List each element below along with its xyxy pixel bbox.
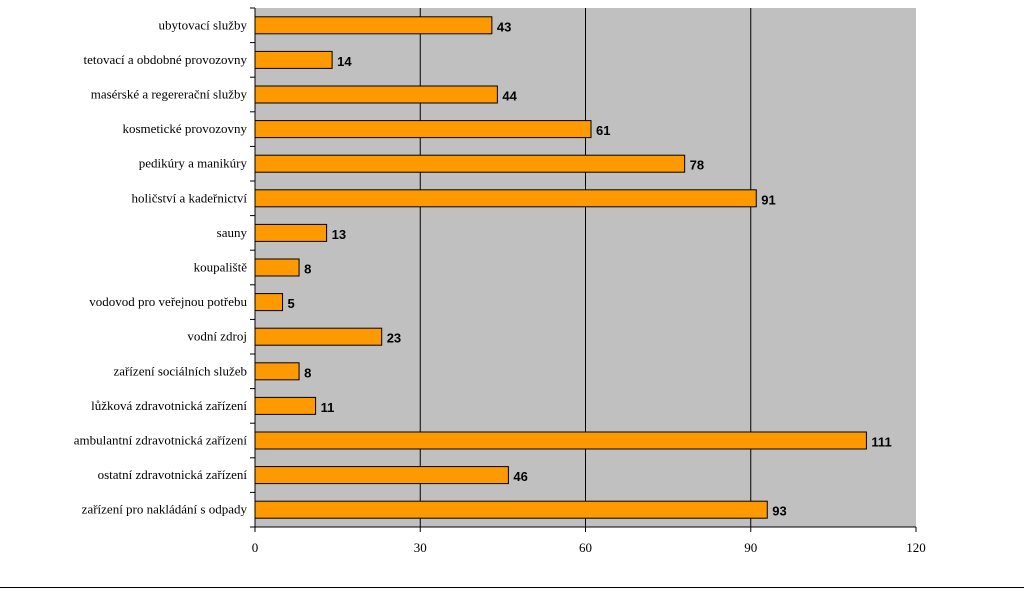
bar [254, 431, 867, 450]
x-tick-label: 60 [579, 540, 592, 555]
x-tick-label: 0 [252, 540, 259, 555]
category-label: tetovací a obdobné provozovny [83, 52, 247, 67]
bar [254, 327, 383, 346]
value-label: 8 [304, 262, 311, 277]
bar [254, 258, 300, 277]
category-label: vodní zdroj [187, 329, 247, 344]
category-label: kosmetické provozovny [122, 121, 247, 136]
value-label: 61 [596, 123, 610, 138]
category-label: zařízení pro nakládání s odpady [82, 502, 248, 517]
value-label: 23 [387, 331, 401, 346]
value-label: 8 [304, 365, 311, 380]
bar [254, 293, 284, 312]
value-label: 111 [871, 435, 891, 450]
category-label: lůžková zdravotnická zařízení [91, 398, 247, 413]
bar [254, 362, 300, 381]
category-label: koupaliště [194, 260, 248, 275]
category-label: sauny [217, 225, 248, 240]
value-label: 14 [337, 54, 352, 69]
bar [254, 154, 686, 173]
axes: 0 30 60 90 120 ubytovací služby tetovací a obd… [74, 7, 926, 555]
bar [254, 189, 757, 208]
category-label: holičství a kadeřnictví [131, 190, 247, 205]
category-label: ostatní zdravotnická zařízení [98, 467, 248, 482]
value-label: 5 [288, 296, 295, 311]
bar [254, 223, 328, 242]
x-tick-label: 120 [906, 540, 926, 555]
value-label: 11 [321, 400, 335, 415]
category-label: ambulantní zdravotnická zařízení [74, 433, 248, 448]
bottom-divider [0, 587, 1024, 588]
bar [254, 120, 592, 139]
value-label: 13 [332, 227, 346, 242]
bar [254, 466, 509, 485]
category-label: zařízení sociálních služeb [113, 363, 247, 378]
value-label: 43 [497, 19, 511, 34]
bar [254, 396, 317, 415]
value-label: 93 [772, 504, 786, 519]
category-label: pedikúry a manikúry [139, 156, 248, 171]
category-label: masérské a regererační služby [91, 87, 248, 102]
category-label: vodovod pro veřejnou potřebu [89, 294, 247, 309]
x-tick-label: 90 [744, 540, 757, 555]
bar [254, 50, 333, 69]
bar [254, 16, 493, 35]
bar [254, 500, 768, 519]
value-label: 46 [513, 469, 527, 484]
category-label: ubytovací služby [159, 17, 248, 32]
value-label: 78 [690, 158, 704, 173]
x-tick-label: 30 [414, 540, 427, 555]
value-label: 91 [761, 192, 775, 207]
value-label: 44 [502, 89, 517, 104]
bar [254, 85, 498, 104]
